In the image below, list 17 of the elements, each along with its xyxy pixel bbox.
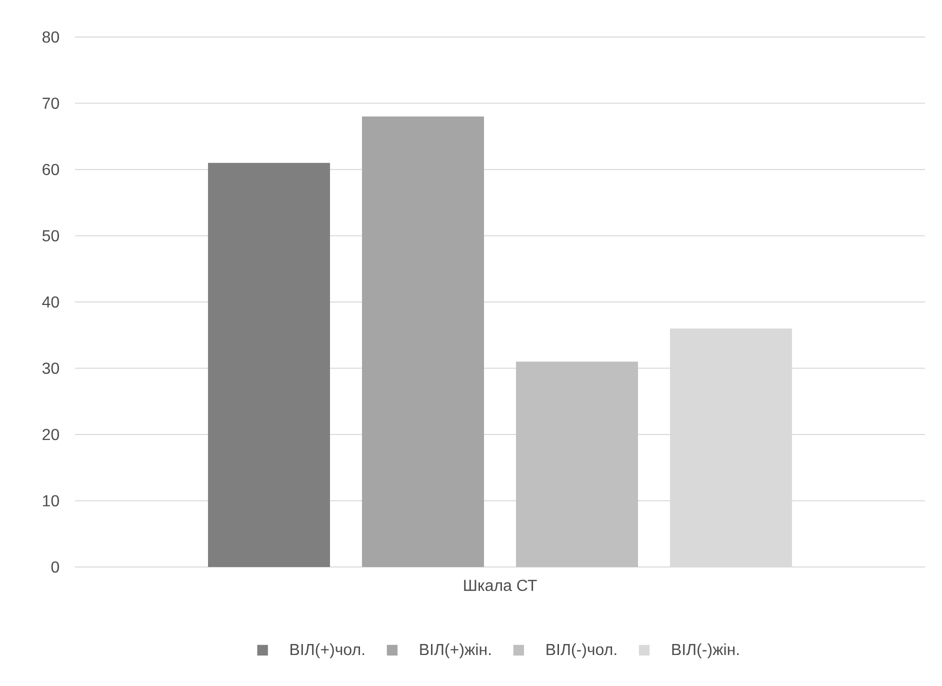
y-tick-label: 70	[42, 98, 60, 109]
legend-label: ВІЛ(-)жін.	[672, 643, 739, 658]
bar	[208, 162, 330, 567]
legend-label: ВІЛ(-)чол.	[546, 643, 616, 658]
x-tick-label: Шкала СТ	[464, 580, 537, 592]
y-tick-label: 20	[42, 428, 60, 440]
y-tick-label: 80	[42, 31, 60, 43]
bar	[362, 116, 484, 567]
y-tick-label: 10	[43, 495, 60, 506]
legend-label: ВІЛ(+)чол.	[290, 643, 364, 658]
legend-label: ВІЛ(+)жін.	[420, 643, 491, 658]
bar	[516, 362, 638, 567]
y-tick-label: 50	[42, 230, 60, 242]
y-tick-label: 0	[51, 561, 60, 573]
y-tick-label: 60	[42, 164, 60, 176]
y-tick-label: 30	[42, 362, 60, 374]
y-tick-label: 40	[42, 296, 60, 308]
